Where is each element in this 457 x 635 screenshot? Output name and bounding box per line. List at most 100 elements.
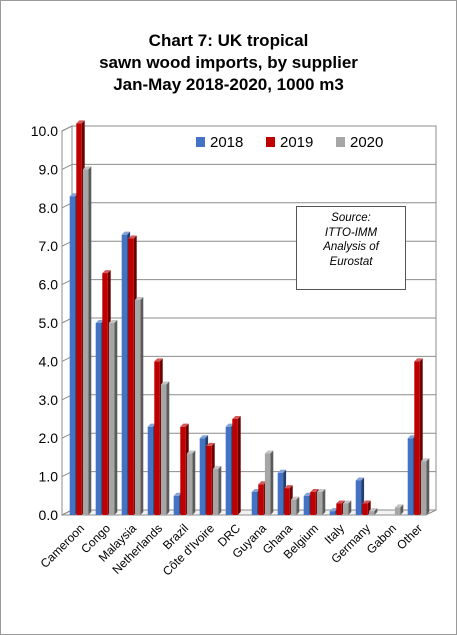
bar-top	[258, 481, 267, 485]
y-tick-label: 0.0	[39, 507, 59, 523]
bar-top	[128, 235, 137, 239]
bar-2020-8	[290, 496, 300, 515]
bar-top	[160, 381, 170, 385]
bar-side	[140, 296, 144, 515]
bar-top	[290, 496, 300, 500]
bar-front	[180, 426, 186, 515]
bar-top	[147, 423, 157, 427]
legend-label-2019: 2019	[280, 134, 313, 151]
bar-top	[407, 435, 417, 439]
y-tick-label: 1.0	[39, 469, 59, 485]
bar-front	[147, 426, 154, 515]
bar-top	[284, 485, 293, 489]
title-line-3: Jan-May 2018-2020, 1000 m3	[113, 75, 344, 94]
bar-front	[362, 503, 368, 515]
bar-front	[173, 495, 180, 515]
bar-side	[166, 381, 170, 515]
bar-top	[154, 358, 163, 362]
bar-top	[414, 358, 423, 362]
bar-top	[134, 296, 144, 300]
legend-swatch-2020	[336, 137, 345, 147]
y-tick-label: 6.0	[39, 277, 59, 293]
title-line-2: sawn wood imports, by supplier	[99, 53, 358, 72]
bar-top	[336, 500, 345, 504]
bar-top	[316, 488, 326, 492]
bar-top	[355, 477, 365, 481]
bar-2020-5	[212, 465, 222, 515]
bar-front	[154, 361, 160, 515]
bar-side	[374, 508, 378, 515]
bar-top	[180, 423, 189, 427]
y-tick-label: 10.0	[31, 123, 58, 139]
legend-swatch-2019	[266, 137, 275, 147]
source-line-1: Source:	[331, 212, 371, 224]
bar-front	[264, 453, 271, 515]
bar-front	[232, 419, 238, 515]
bar-side	[296, 496, 300, 515]
bar-front	[316, 491, 323, 515]
bar-top	[420, 458, 430, 462]
bar-top	[108, 320, 118, 323]
bar-front	[102, 273, 108, 515]
bar-2020-13	[420, 458, 430, 515]
bar-front	[76, 123, 82, 515]
y-tick-label: 5.0	[39, 315, 59, 331]
bar-side	[322, 488, 326, 515]
bar-side	[237, 416, 241, 515]
bar-front	[121, 234, 128, 515]
bar-side	[218, 465, 222, 515]
bar-top	[76, 120, 85, 124]
bar-front	[128, 238, 134, 515]
bar-top	[95, 320, 105, 323]
bar-front	[414, 361, 420, 515]
bar-2020-2	[134, 296, 144, 515]
bar-side	[348, 500, 352, 515]
y-tick-label: 7.0	[39, 238, 59, 254]
y-tick-label: 2.0	[39, 430, 59, 446]
bar-2020-7	[264, 450, 274, 515]
bar-front	[407, 438, 414, 515]
y-tick-label: 8.0	[39, 200, 59, 216]
bar-front	[394, 507, 401, 515]
bar-front	[290, 499, 297, 515]
bar-front	[420, 461, 427, 515]
bar-front	[368, 511, 375, 515]
source-box: Source: ITTO-IMM Analysis of Eurostat	[296, 206, 406, 290]
bar-front	[303, 495, 310, 515]
bar-top	[82, 166, 92, 170]
bar-top	[277, 469, 287, 473]
bar-side	[270, 450, 274, 515]
bar-top	[329, 508, 339, 512]
bar-front	[134, 299, 141, 515]
x-category-label: Gabon	[364, 521, 399, 556]
source-line-4: Eurostat	[329, 255, 373, 268]
bar-side	[400, 504, 404, 515]
bar-2020-10	[342, 500, 352, 515]
bar-front	[82, 169, 89, 515]
source-line-2: ITTO-IMM	[324, 226, 378, 239]
bar-top	[368, 508, 378, 512]
x-category-label: Other	[394, 521, 425, 552]
legend-swatch-2018	[196, 137, 205, 147]
y-tick-label: 9.0	[39, 161, 59, 177]
gridline-side	[61, 163, 73, 170]
bar-side	[426, 458, 430, 515]
bar-side	[192, 450, 196, 515]
bar-top	[310, 488, 319, 492]
bar-top	[394, 504, 404, 508]
bar-side	[88, 166, 92, 515]
bar-front	[277, 472, 284, 515]
bar-top	[121, 231, 131, 235]
bar-top	[232, 416, 241, 419]
chart-title: Chart 7: UK tropical sawn wood imports, …	[0, 30, 457, 96]
bar-front	[336, 503, 342, 515]
bar-2020-0	[82, 166, 92, 515]
bar-top	[362, 500, 371, 504]
y-tick-label: 3.0	[39, 392, 59, 408]
bar-2020-12	[394, 504, 404, 515]
bar-front	[251, 491, 258, 515]
bar-top	[212, 465, 222, 469]
legend-label-2020: 2020	[350, 134, 383, 151]
bar-top	[264, 450, 274, 454]
